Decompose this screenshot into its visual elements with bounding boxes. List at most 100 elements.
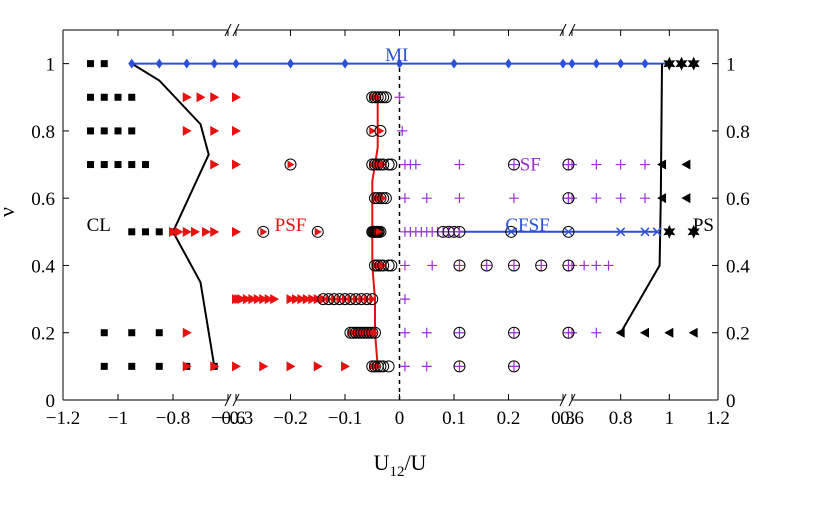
marker-MI — [396, 58, 403, 69]
marker-PS-triangles — [681, 159, 691, 170]
marker-CFSF-circled-ring — [505, 225, 518, 238]
marker-empty-circle — [382, 259, 395, 272]
marker-PSF-circled — [363, 295, 371, 304]
marker-PSF-circled-ring — [366, 293, 379, 306]
marker-MI — [183, 58, 191, 69]
marker-PS-triangles — [681, 193, 691, 204]
marker-PS-triangles — [657, 159, 667, 170]
y-tick-label-right: 0.6 — [726, 189, 750, 210]
marker-empty-circle — [385, 259, 398, 272]
marker-SF — [394, 92, 405, 103]
marker-PSF-circled — [374, 362, 382, 371]
marker-MI — [641, 58, 649, 69]
marker-CL — [128, 362, 136, 370]
marker-CL — [87, 127, 94, 135]
marker-SF-circled — [508, 260, 519, 271]
plot-layer: −1.2 −1 −0.8 −0.6−0.3 −0.2 −0.1 0 0.1 0.2 0.30.6 0… — [0, 23, 750, 480]
marker-PSF-circled — [369, 126, 377, 135]
marker-MI — [210, 58, 218, 69]
y-tick-label-right: 0.4 — [726, 256, 750, 277]
marker-PS-triangles — [640, 327, 649, 338]
marker-SF — [421, 327, 432, 338]
marker-SF — [427, 260, 438, 271]
marker-empty-circle — [377, 91, 390, 104]
y-tick-label-right: 0.8 — [726, 122, 750, 143]
marker-PSF-circled — [375, 227, 383, 236]
marker-PSF-circled-ring — [374, 124, 387, 137]
marker-SF-circled-ring — [453, 259, 466, 272]
marker-SF-circled — [563, 260, 574, 271]
marker-PSF-left — [202, 226, 211, 237]
marker-PSF-middle — [286, 294, 296, 305]
marker-PSF-middle — [313, 294, 323, 305]
marker-empty-circle — [385, 158, 398, 171]
marker-MI — [617, 58, 625, 69]
marker-SF-right — [615, 193, 626, 204]
axis-break-gap-0-0 — [228, 396, 236, 404]
x-tick-label: −0.6 — [211, 408, 245, 429]
axis-break-gap-1-1 — [563, 26, 572, 34]
marker-PSF-circled — [342, 295, 349, 304]
marker-MI — [155, 58, 163, 69]
marker-SF-circled — [454, 361, 465, 372]
marker-empty-circle — [377, 360, 390, 373]
marker-SF-circled — [508, 327, 519, 338]
region-label-sf: SF — [520, 155, 541, 176]
marker-SF-circled-ring — [507, 360, 520, 373]
marker-PSF-middle — [308, 294, 318, 305]
marker-CL — [128, 93, 136, 101]
marker-SF-circled — [536, 260, 547, 271]
marker-SF-circled — [508, 159, 519, 170]
marker-PSF-middle — [259, 294, 269, 305]
marker-PS-triangles — [615, 327, 625, 338]
marker-SF-circled-ring — [535, 259, 548, 272]
marker-PSF-left — [182, 125, 192, 136]
marker-PSF-middle — [297, 294, 307, 305]
marker-PSF-middle — [291, 294, 301, 305]
marker-SF-right — [591, 159, 602, 170]
marker-PSF-circled — [358, 295, 366, 304]
x-tick-label: −0.8 — [156, 408, 190, 429]
axis-break-gap-1-0 — [563, 396, 572, 404]
y-axis-title: ν — [0, 207, 19, 217]
marker-SF-circled — [563, 193, 574, 204]
marker-PSF-left — [174, 226, 184, 237]
y-tick-label: 1 — [46, 55, 56, 76]
marker-CL — [155, 228, 163, 236]
marker-SF-right — [640, 193, 650, 204]
marker-SF-circled-ring — [562, 192, 575, 205]
marker-SF-circled — [563, 159, 574, 170]
marker-PSF-circled — [287, 160, 295, 169]
marker-PSF-left — [191, 226, 200, 237]
marker-PSF-left — [210, 92, 220, 103]
region-label-mi: MI — [385, 45, 408, 66]
marker-PSF-circled — [380, 160, 388, 169]
marker-SF-right — [591, 327, 602, 338]
marker-PSF-middle — [232, 92, 241, 103]
y-tick-label-right: 0.2 — [726, 324, 750, 345]
marker-PSF-middle — [248, 294, 258, 305]
y-tick-label: 0.8 — [31, 122, 55, 143]
marker-SF — [454, 159, 465, 170]
marker-SF-circled-ring — [562, 158, 575, 171]
marker-SF — [399, 327, 410, 338]
marker-PSF-left — [169, 226, 178, 237]
marker-PSF-middle — [341, 361, 350, 372]
marker-PSF-middle — [232, 226, 241, 237]
marker-CL — [100, 127, 108, 135]
marker-SF-right — [591, 193, 602, 204]
marker-SF-circled-ring — [507, 259, 520, 272]
marker-PSF-left — [210, 159, 220, 170]
marker-PSF-middle — [242, 294, 252, 305]
marker-PSF-middle — [286, 361, 296, 372]
CL-boundary — [131, 62, 216, 367]
marker-SF-circled — [454, 226, 465, 237]
marker-PSF-circled — [336, 295, 344, 304]
marker-SF-circled — [454, 327, 465, 338]
marker-SF-circled-ring — [453, 326, 466, 339]
marker-CL — [142, 161, 149, 169]
marker-CL — [100, 93, 108, 101]
marker-CL — [100, 362, 108, 370]
x-tick-label: 0.2 — [497, 408, 521, 429]
marker-CFSF-circled — [563, 227, 573, 237]
